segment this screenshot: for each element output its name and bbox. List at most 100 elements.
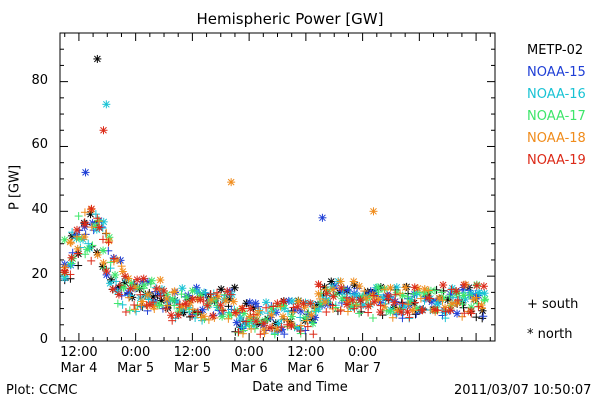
data-point xyxy=(216,301,225,310)
data-point xyxy=(99,217,108,226)
data-point xyxy=(175,300,184,309)
data-point xyxy=(121,307,130,316)
data-point xyxy=(188,305,197,314)
data-point xyxy=(431,305,440,314)
data-point xyxy=(404,300,413,309)
x-tick-time-label: 12:00 xyxy=(287,345,325,360)
data-point xyxy=(277,323,286,332)
data-point xyxy=(410,298,419,307)
data-point xyxy=(121,272,130,281)
data-point xyxy=(221,296,230,305)
footer-timestamp: 2011/03/07 10:50:07 xyxy=(454,383,592,398)
data-point xyxy=(342,293,351,302)
legend-entry: NOAA-19 xyxy=(527,153,586,168)
data-point xyxy=(481,295,490,304)
data-point xyxy=(459,280,468,289)
data-point xyxy=(328,301,337,310)
data-point xyxy=(99,235,108,244)
data-point xyxy=(156,276,165,285)
data-point xyxy=(145,300,154,309)
data-point xyxy=(174,311,183,320)
data-point xyxy=(99,126,108,135)
data-point xyxy=(199,312,208,321)
data-point xyxy=(99,246,108,255)
data-point xyxy=(445,292,454,301)
x-tick-date-label: Mar 6 xyxy=(230,361,268,376)
data-point xyxy=(106,279,115,288)
data-point xyxy=(356,303,365,312)
data-point xyxy=(322,307,331,316)
data-point xyxy=(410,283,419,292)
data-point xyxy=(364,302,373,311)
data-point xyxy=(310,303,319,312)
data-point xyxy=(343,285,352,294)
data-point xyxy=(307,311,316,320)
data-point xyxy=(299,299,308,308)
data-point xyxy=(124,293,133,302)
data-point xyxy=(391,290,400,299)
data-point xyxy=(104,238,113,247)
data-point xyxy=(136,290,145,299)
data-point xyxy=(459,291,468,300)
data-point xyxy=(432,285,441,294)
data-point xyxy=(147,276,156,285)
data-point xyxy=(217,285,226,294)
data-point xyxy=(138,297,147,306)
data-point xyxy=(441,307,450,316)
data-point xyxy=(87,256,96,265)
data-point xyxy=(156,292,165,301)
data-point xyxy=(439,281,448,290)
data-point xyxy=(143,290,152,299)
data-point xyxy=(140,281,149,290)
data-point xyxy=(60,268,69,277)
y-tick-label: 40 xyxy=(31,202,48,218)
data-point xyxy=(386,283,395,292)
data-point xyxy=(322,289,331,298)
data-point xyxy=(418,306,427,315)
legend-entry: NOAA-16 xyxy=(527,87,586,102)
data-point xyxy=(91,210,100,219)
data-point xyxy=(380,302,389,311)
data-point xyxy=(361,294,370,303)
data-point xyxy=(74,261,83,270)
data-point xyxy=(273,299,282,308)
data-point xyxy=(396,289,405,298)
data-point xyxy=(105,237,114,246)
data-point xyxy=(328,304,337,313)
data-point xyxy=(232,318,241,327)
data-point xyxy=(226,290,235,299)
data-point xyxy=(287,312,296,321)
data-point xyxy=(115,281,124,290)
data-point xyxy=(348,295,357,304)
data-point xyxy=(218,312,227,321)
data-point xyxy=(467,306,476,315)
data-point xyxy=(182,293,191,302)
data-point xyxy=(152,284,161,293)
data-point xyxy=(88,241,97,250)
legend-entry: METP-02 xyxy=(527,43,584,58)
footer-credit: Plot: CCMC xyxy=(6,383,78,398)
data-point xyxy=(300,303,309,312)
data-point xyxy=(238,304,247,313)
data-point xyxy=(380,285,389,294)
data-point xyxy=(297,306,306,315)
data-point xyxy=(259,319,268,328)
data-point xyxy=(238,329,247,338)
data-point xyxy=(369,207,378,216)
x-tick-time-label: 0:00 xyxy=(234,345,264,360)
data-point xyxy=(132,307,141,316)
x-axis-label: Date and Time xyxy=(252,380,348,395)
data-point xyxy=(398,314,407,323)
data-point xyxy=(139,274,148,283)
x-tick-date-label: Mar 6 xyxy=(287,361,325,376)
data-point xyxy=(289,303,298,312)
data-point xyxy=(439,286,448,295)
data-point xyxy=(309,330,318,339)
data-point xyxy=(479,282,488,291)
data-point xyxy=(83,245,92,254)
data-point xyxy=(111,271,120,280)
data-point xyxy=(408,306,417,315)
data-point xyxy=(352,301,361,310)
data-point xyxy=(178,284,187,293)
data-point xyxy=(108,285,117,294)
